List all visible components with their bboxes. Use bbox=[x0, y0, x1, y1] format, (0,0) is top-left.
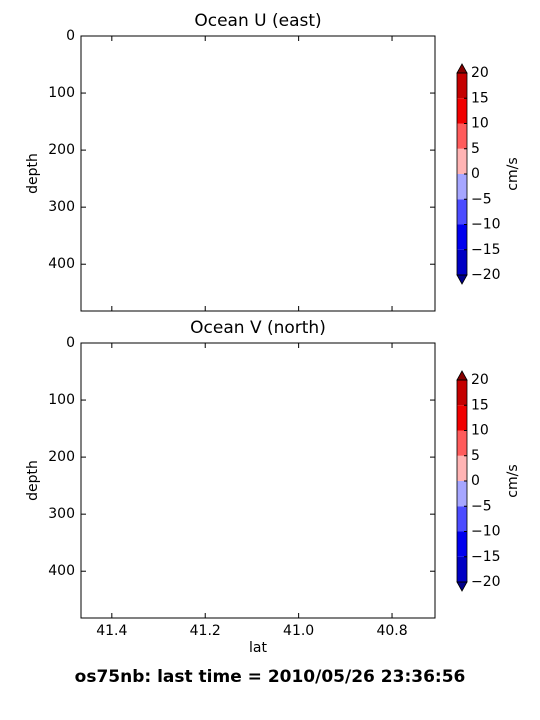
colorbar-segment bbox=[457, 73, 467, 99]
colorbar-segment bbox=[457, 405, 467, 431]
colorbar-segment bbox=[457, 148, 467, 174]
colorbar-segment bbox=[457, 199, 467, 225]
colorbar-segment bbox=[457, 430, 467, 456]
colorbar-tick-label: −5 bbox=[471, 498, 492, 514]
colorbar-tick-label: 20 bbox=[471, 65, 489, 81]
y-tick-label: 0 bbox=[66, 28, 75, 44]
colorbar-tick-label: 15 bbox=[471, 90, 489, 106]
colorbar-segment bbox=[457, 380, 467, 406]
x-axis-label: lat bbox=[249, 640, 267, 656]
colorbar-label: cm/s bbox=[505, 157, 521, 190]
colorbar-tick-label: −15 bbox=[471, 549, 501, 565]
x-tick-label: 41.2 bbox=[190, 623, 221, 639]
colorbar-tick-label: −10 bbox=[471, 524, 501, 540]
colorbar-tick-label: −20 bbox=[471, 574, 501, 590]
colorbar-tick-label: 15 bbox=[471, 397, 489, 413]
y-tick-label: 400 bbox=[48, 256, 75, 272]
colorbar-segment bbox=[457, 481, 467, 507]
colorbar-tick-label: −10 bbox=[471, 217, 501, 233]
colorbar-tick-label: 0 bbox=[471, 473, 480, 489]
colorbar-segment bbox=[457, 174, 467, 200]
footer: os75nb: last time = 2010/05/26 23:36:56 bbox=[75, 667, 466, 687]
y-axis-label: depth bbox=[25, 153, 41, 194]
y-tick-label: 400 bbox=[48, 563, 75, 579]
colorbar-tick-label: −5 bbox=[471, 191, 492, 207]
y-axis-label: depth bbox=[25, 460, 41, 501]
y-tick-label: 300 bbox=[48, 506, 75, 522]
colorbar-segment bbox=[457, 224, 467, 250]
x-tick-label: 40.8 bbox=[376, 623, 407, 639]
colorbar-segment bbox=[457, 98, 467, 124]
y-tick-label: 200 bbox=[48, 449, 75, 465]
colorbar-tick-label: 10 bbox=[471, 423, 489, 439]
colorbar-tick-label: 10 bbox=[471, 116, 489, 132]
plot-area bbox=[80, 342, 436, 619]
colorbar-tick-label: −15 bbox=[471, 242, 501, 258]
colorbar-label: cm/s bbox=[505, 464, 521, 497]
colorbar-segment bbox=[457, 556, 467, 582]
colorbar-tick-label: 0 bbox=[471, 166, 480, 182]
y-tick-label: 100 bbox=[48, 392, 75, 408]
x-tick-label: 41.0 bbox=[283, 623, 314, 639]
plot-area bbox=[80, 35, 436, 312]
colorbar-segment bbox=[457, 531, 467, 557]
y-tick-label: 0 bbox=[66, 335, 75, 351]
colorbar-segment bbox=[457, 455, 467, 481]
colorbar-tick-label: 5 bbox=[471, 141, 480, 157]
colorbar-segment bbox=[457, 123, 467, 149]
colorbar-tick-label: −20 bbox=[471, 267, 501, 283]
colorbar-segment bbox=[457, 506, 467, 532]
y-tick-label: 100 bbox=[48, 85, 75, 101]
y-tick-label: 200 bbox=[48, 142, 75, 158]
chart-title: Ocean V (north) bbox=[190, 318, 326, 338]
y-tick-label: 300 bbox=[48, 199, 75, 215]
chart-title: Ocean U (east) bbox=[194, 11, 321, 31]
x-tick-label: 41.4 bbox=[96, 623, 127, 639]
colorbar-tick-label: 5 bbox=[471, 448, 480, 464]
colorbar-tick-label: 20 bbox=[471, 372, 489, 388]
colorbar-segment bbox=[457, 249, 467, 275]
